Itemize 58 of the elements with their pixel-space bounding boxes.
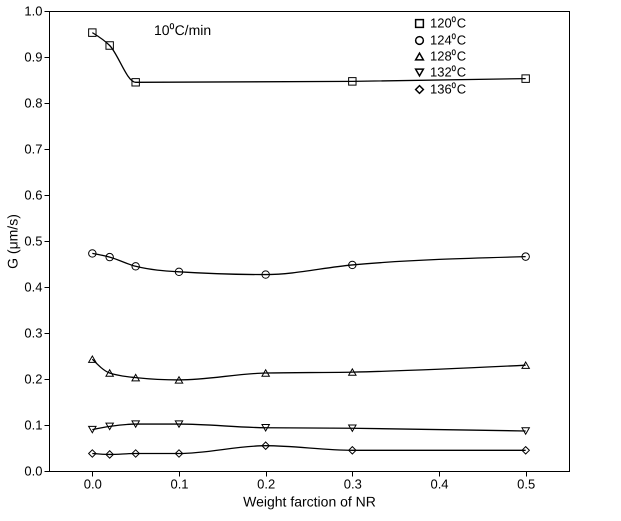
y-tick-label: 0.7	[24, 142, 42, 156]
point	[261, 424, 270, 432]
point	[348, 424, 357, 432]
point	[88, 426, 97, 434]
y-tick-label: 0.3	[24, 326, 42, 340]
point	[105, 252, 114, 262]
point	[88, 449, 97, 458]
x-tick-label: 0.3	[344, 476, 362, 492]
x-tick-label: 0.4	[430, 476, 449, 492]
point	[521, 427, 530, 435]
point	[131, 449, 140, 458]
y-tick-label: 0.9	[24, 50, 42, 64]
point	[105, 41, 114, 50]
point	[88, 249, 97, 258]
point	[105, 450, 114, 459]
point	[348, 446, 357, 455]
annotation: 10⁰C/min	[154, 22, 212, 38]
point	[521, 252, 530, 261]
x-tick-label: 0.2	[257, 476, 276, 492]
point	[88, 28, 97, 37]
point	[105, 369, 114, 377]
x-tick-label: 0.0	[84, 476, 102, 492]
legend-label: 124⁰C	[430, 32, 466, 48]
x-tick-label: 0.5	[517, 476, 536, 492]
point	[348, 368, 357, 376]
point	[174, 268, 184, 276]
y-axis-title: G (μm/s)	[4, 214, 20, 269]
legend-label: 136⁰C	[430, 82, 466, 96]
point	[131, 78, 140, 87]
y-tick-label: 0.0	[24, 464, 42, 478]
y-tick-label: 0.2	[24, 372, 42, 386]
point	[261, 369, 270, 377]
legend-label: 120⁰C	[430, 16, 466, 30]
point	[521, 361, 530, 369]
y-tick-label: 0.1	[24, 418, 42, 432]
point	[521, 74, 530, 83]
y-tick-label: 0.6	[24, 188, 42, 202]
point	[174, 420, 184, 428]
legend-label: 132⁰C	[430, 64, 466, 80]
y-tick-label: 0.8	[24, 96, 42, 110]
point	[261, 441, 270, 450]
point	[105, 422, 114, 430]
point	[521, 446, 530, 455]
x-tick-label: 0.1	[170, 476, 189, 492]
point	[88, 356, 97, 363]
y-tick-label: 1.0	[24, 4, 42, 18]
x-axis-title: Weight farction of NR	[243, 494, 376, 510]
y-tick-label: 0.5	[24, 234, 42, 248]
point	[131, 374, 140, 382]
point	[131, 262, 140, 270]
point	[131, 420, 140, 428]
point	[348, 77, 357, 86]
point	[174, 376, 184, 384]
point	[174, 449, 184, 458]
point	[261, 270, 270, 279]
point	[348, 260, 357, 270]
y-tick-label: 0.4	[24, 280, 42, 294]
legend-label: 128⁰C	[430, 48, 466, 64]
